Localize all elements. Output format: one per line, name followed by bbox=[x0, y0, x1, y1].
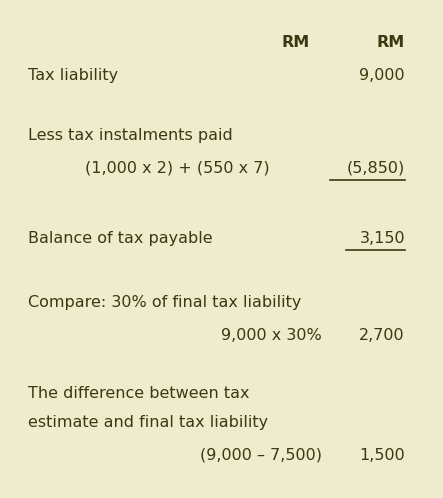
Text: Balance of tax payable: Balance of tax payable bbox=[28, 231, 213, 246]
Text: (5,850): (5,850) bbox=[347, 160, 405, 175]
Text: estimate and final tax liability: estimate and final tax liability bbox=[28, 414, 268, 429]
Text: 3,150: 3,150 bbox=[359, 231, 405, 246]
Text: The difference between tax: The difference between tax bbox=[28, 385, 249, 400]
Text: 9,000: 9,000 bbox=[359, 68, 405, 83]
Text: RM: RM bbox=[282, 34, 310, 49]
Text: 2,700: 2,700 bbox=[359, 328, 405, 343]
Text: Tax liability: Tax liability bbox=[28, 68, 118, 83]
Text: Compare: 30% of final tax liability: Compare: 30% of final tax liability bbox=[28, 294, 301, 309]
Text: (9,000 – 7,500): (9,000 – 7,500) bbox=[200, 448, 322, 463]
Text: RM: RM bbox=[377, 34, 405, 49]
Text: 1,500: 1,500 bbox=[359, 448, 405, 463]
Text: 9,000 x 30%: 9,000 x 30% bbox=[221, 328, 322, 343]
Text: (1,000 x 2) + (550 x 7): (1,000 x 2) + (550 x 7) bbox=[85, 160, 270, 175]
Text: Less tax instalments paid: Less tax instalments paid bbox=[28, 127, 233, 142]
